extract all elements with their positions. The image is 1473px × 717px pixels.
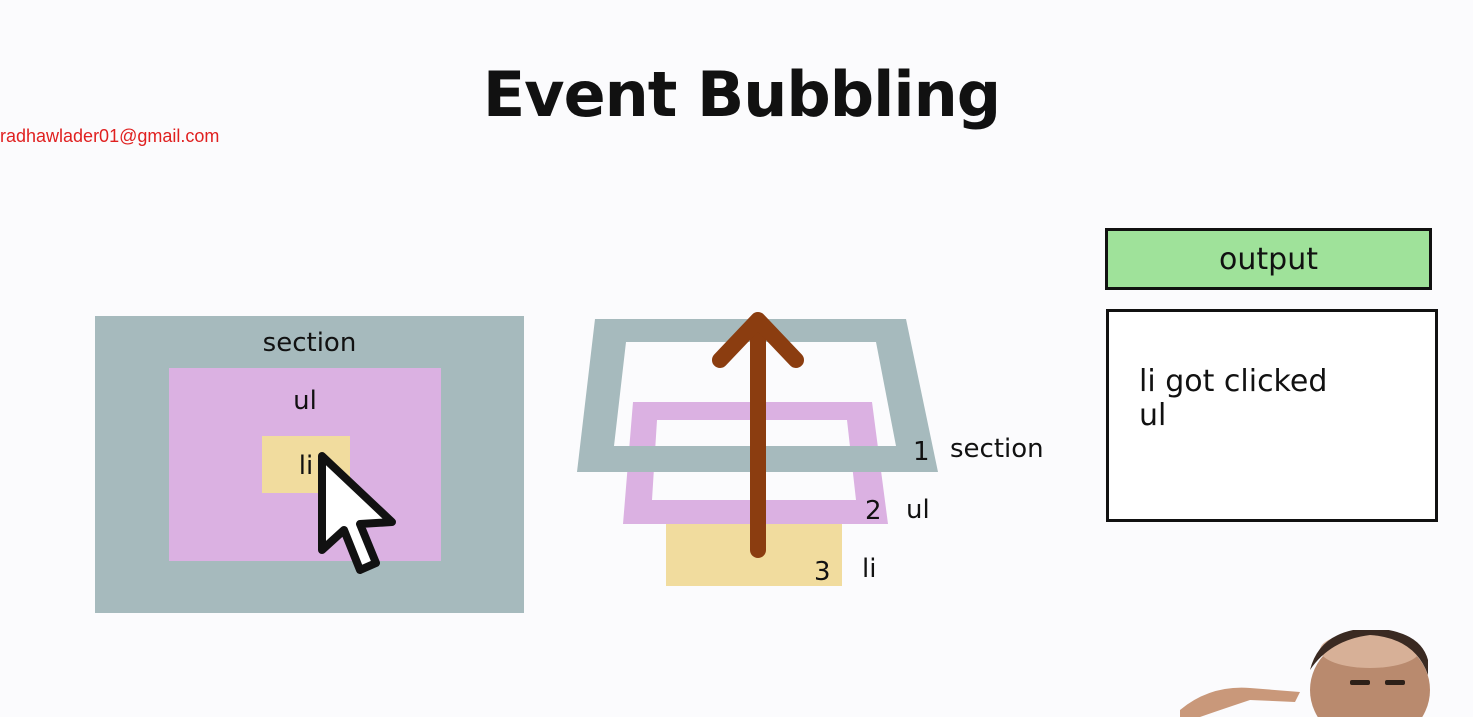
- section-box-label: section: [262, 328, 357, 358]
- layer-1-number: 1: [913, 437, 930, 467]
- li-box-label: li: [298, 451, 314, 481]
- ul-box-label: ul: [293, 386, 317, 416]
- output-line: li got clicked: [1139, 364, 1328, 399]
- output-header: output: [1105, 228, 1432, 290]
- section-layer: [577, 319, 938, 472]
- layer-1-label: section: [950, 434, 1044, 464]
- presenter-video-overlay: [1180, 630, 1430, 717]
- layer-stack-diagram: 1 section 2 ul 3 li: [577, 312, 1044, 587]
- email-watermark: radhawlader01@gmail.com: [0, 126, 220, 146]
- output-box: li got clicked ul: [1106, 309, 1438, 522]
- ul-layer: [623, 402, 888, 524]
- up-arrow-icon: [712, 312, 804, 558]
- output-line: ul: [1139, 398, 1167, 433]
- mouse-cursor-icon: [318, 452, 396, 574]
- layer-2-label: ul: [906, 495, 930, 525]
- layer-3-number: 3: [814, 557, 831, 587]
- layer-3-label: li: [862, 554, 876, 584]
- slide-title: Event Bubbling: [482, 58, 1001, 131]
- output-header-label: output: [1219, 241, 1318, 277]
- layer-2-number: 2: [865, 496, 882, 526]
